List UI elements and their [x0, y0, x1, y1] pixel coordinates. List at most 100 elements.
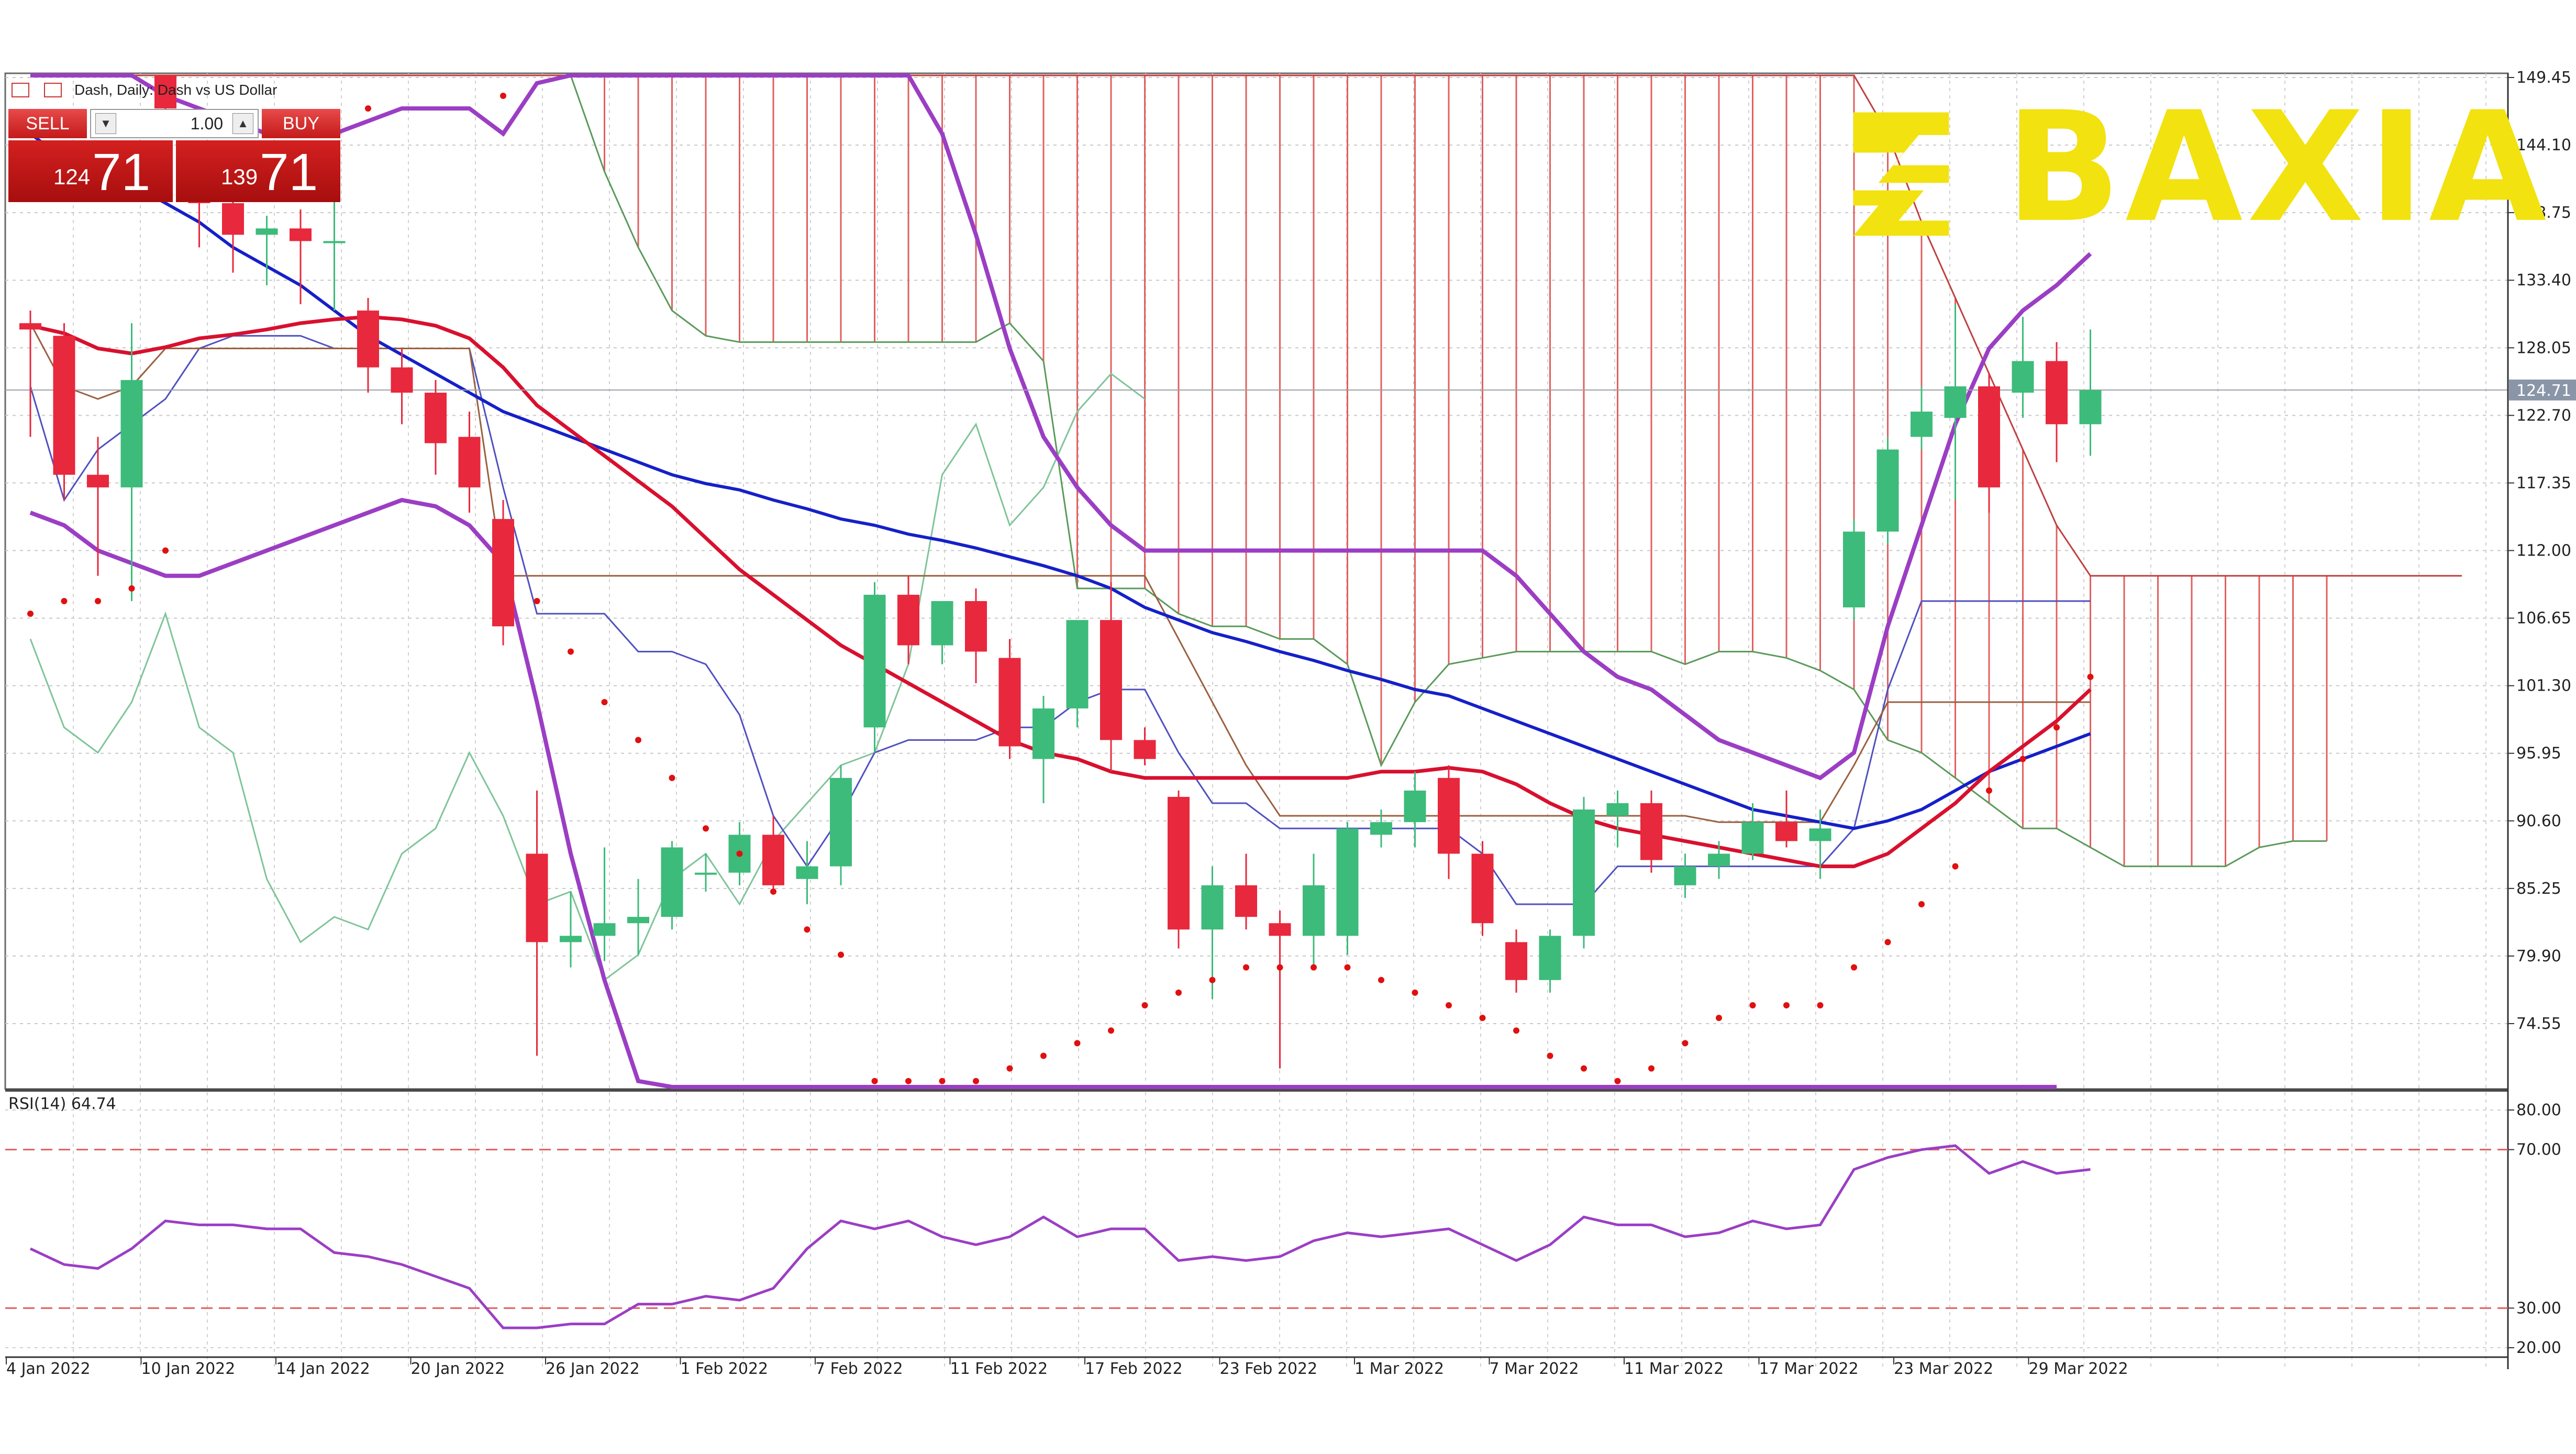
- candle-body: [1944, 386, 1967, 418]
- candle: [1066, 620, 1089, 728]
- candle-body: [425, 392, 447, 443]
- price-tick-label: 133.40: [2516, 271, 2571, 290]
- candle: [1640, 790, 1662, 873]
- candle: [53, 323, 75, 500]
- date-tick-label: 11 Mar 2022: [1624, 1360, 1724, 1378]
- candle: [458, 412, 481, 513]
- sar-dot: [2019, 756, 2026, 762]
- candle: [120, 323, 143, 602]
- candle-body: [1336, 828, 1359, 936]
- price-axis: 149.45 144.10 138.75 133.40 128.05 122.70 117.…: [2507, 69, 2576, 1369]
- sar-dot: [838, 951, 844, 958]
- candle: [1438, 765, 1460, 879]
- candle-body: [1708, 853, 1730, 867]
- rsi-panel: RSI(14) 64.74 80.00 70.00 30.00 20.00: [5, 1095, 2561, 1358]
- candle: [627, 879, 649, 955]
- date-tick-label: 11 Feb 2022: [950, 1360, 1048, 1378]
- candle: [1708, 841, 1730, 879]
- candle-body: [2079, 390, 2102, 425]
- candle: [1944, 304, 1967, 500]
- candle: [526, 790, 548, 1056]
- date-tick-label: 17 Mar 2022: [1759, 1360, 1859, 1378]
- sell-button[interactable]: SELL: [8, 109, 87, 138]
- candle-body: [391, 367, 413, 393]
- one-click-trading-panel: Dash, Daily: Dash vs US Dollar SELL ▼ 1.…: [6, 77, 340, 204]
- price-tick-label: 95.95: [2516, 745, 2561, 763]
- candle: [256, 216, 278, 285]
- candle-body: [1168, 796, 1190, 930]
- sar-dot: [1006, 1065, 1013, 1072]
- candle-body: [695, 872, 717, 875]
- candle: [2012, 317, 2034, 418]
- sar-dot: [905, 1078, 912, 1084]
- sar-dot: [1851, 964, 1857, 971]
- buy-button[interactable]: BUY: [262, 109, 340, 138]
- price-tick-label: 101.30: [2516, 677, 2571, 695]
- candle: [998, 639, 1021, 759]
- candle-body: [1269, 923, 1291, 936]
- sar-dot: [1412, 989, 1418, 996]
- price-tick-label: 85.25: [2516, 880, 2561, 898]
- candle-body: [2046, 361, 2068, 425]
- price-tick-label: 122.70: [2516, 406, 2571, 425]
- lot-size-value[interactable]: 1.00: [190, 114, 223, 133]
- price-tick-label: 79.90: [2516, 947, 2561, 965]
- sar-dot: [635, 737, 641, 743]
- sar-dot: [1986, 787, 1992, 794]
- rsi-label: RSI(14) 64.74: [8, 1095, 116, 1113]
- candle: [560, 891, 582, 968]
- candlesticks: [19, 75, 2102, 1069]
- buy-price-button[interactable]: 139 71: [176, 140, 340, 202]
- panel-list-icon[interactable]: [12, 83, 29, 97]
- date-tick-label: 26 Jan 2022: [546, 1360, 640, 1378]
- rsi-tick-label: 80.00: [2516, 1101, 2561, 1119]
- candle: [762, 816, 784, 892]
- candle-body: [1303, 885, 1325, 936]
- candle: [1336, 822, 1359, 955]
- candle: [1303, 853, 1325, 968]
- candle-body: [863, 594, 886, 728]
- sar-dot: [2053, 724, 2060, 731]
- sell-price-button[interactable]: 124 71: [8, 140, 174, 202]
- panel-chart-icon[interactable]: [44, 83, 62, 97]
- candle-body: [256, 228, 278, 235]
- baxia-logo-text: BAXIA: [2005, 80, 2551, 256]
- sar-dot: [770, 888, 776, 895]
- sar-dot: [1108, 1027, 1114, 1034]
- sar-dot: [871, 1078, 878, 1084]
- current-price-label: 124.71: [2516, 382, 2571, 400]
- candle: [1032, 695, 1054, 804]
- candle: [1269, 911, 1291, 1069]
- candle: [1370, 809, 1392, 848]
- candle-body: [526, 853, 548, 942]
- current-price-badge: 124.71: [2509, 379, 2576, 401]
- date-tick-label: 29 Mar 2022: [2029, 1360, 2128, 1378]
- candle-body: [1911, 412, 1933, 437]
- sar-dot: [703, 825, 709, 832]
- chart-title: Dash, Daily: Dash vs US Dollar: [74, 82, 277, 98]
- sar-dot: [500, 92, 506, 99]
- sell-price-small: 124: [53, 164, 91, 189]
- candle: [931, 601, 953, 664]
- candle: [323, 196, 346, 311]
- sar-dot: [973, 1078, 979, 1084]
- chevron-up-icon[interactable]: ▲: [232, 113, 253, 134]
- candle-body: [1775, 822, 1797, 841]
- candle: [1100, 582, 1122, 772]
- candle-body: [1100, 620, 1122, 740]
- senkou-span-b: [30, 74, 2462, 577]
- candle: [1775, 790, 1797, 848]
- candle: [1843, 519, 1865, 620]
- sar-dot: [1141, 1002, 1148, 1009]
- lot-size-field[interactable]: ▼ 1.00 ▲: [90, 109, 259, 138]
- candle: [1978, 373, 2000, 513]
- sar-dot: [1614, 1078, 1621, 1084]
- sar-dot: [1682, 1040, 1689, 1047]
- candle: [2079, 329, 2102, 456]
- sar-dot: [669, 774, 675, 781]
- date-tick-label: 17 Feb 2022: [1085, 1360, 1183, 1378]
- price-tick-label: 149.45: [2516, 69, 2571, 87]
- chevron-down-icon[interactable]: ▼: [95, 113, 116, 134]
